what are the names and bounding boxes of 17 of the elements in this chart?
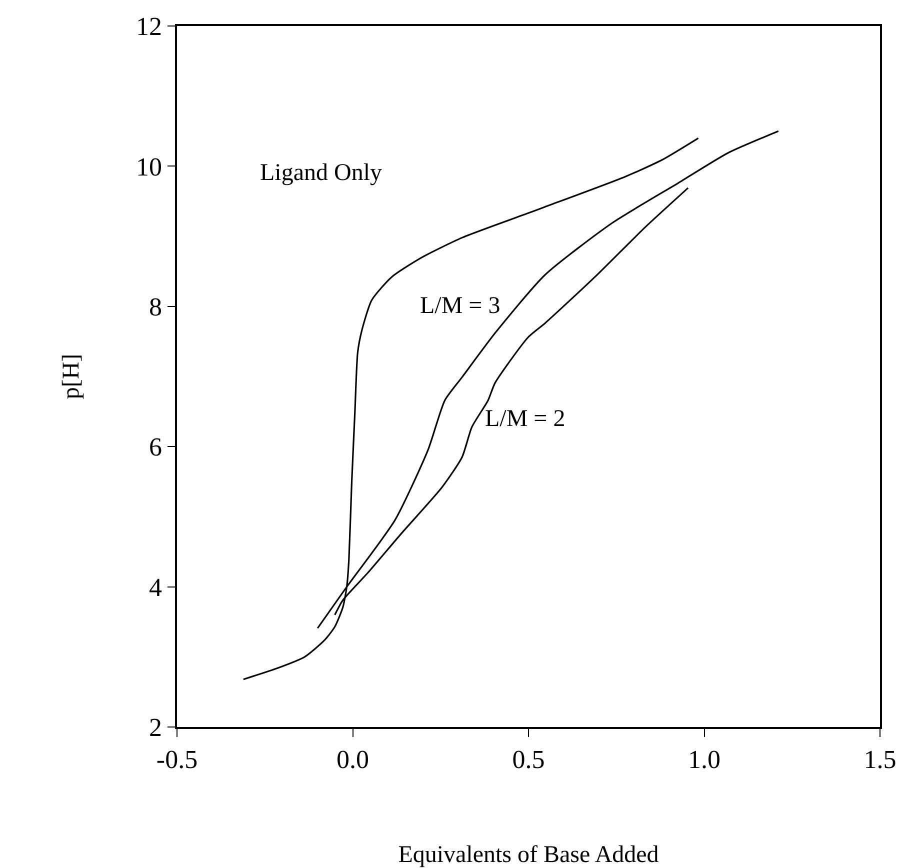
y-tick-label: 6 — [149, 432, 162, 462]
y-axis-title: p[H] — [58, 354, 85, 400]
x-tick-label: -0.5 — [156, 744, 198, 774]
line-series — [334, 187, 689, 616]
annotation: Ligand Only — [260, 160, 382, 186]
x-tick-label: 0.0 — [336, 744, 369, 774]
x-tick-label: 1.5 — [864, 744, 896, 774]
y-tick-label: 4 — [149, 572, 162, 602]
annotation: L/M = 2 — [485, 406, 566, 432]
x-axis-title: Equivalents of Base Added — [398, 842, 659, 868]
y-tick-label: 2 — [149, 713, 162, 742]
x-tick-label: 1.0 — [688, 744, 720, 774]
y-tick-label: 8 — [149, 292, 162, 322]
y-tick-label: 10 — [136, 152, 162, 182]
x-tick-label: 0.5 — [512, 744, 545, 774]
y-tick-label: 12 — [136, 12, 162, 42]
annotation: L/M = 3 — [420, 293, 500, 319]
